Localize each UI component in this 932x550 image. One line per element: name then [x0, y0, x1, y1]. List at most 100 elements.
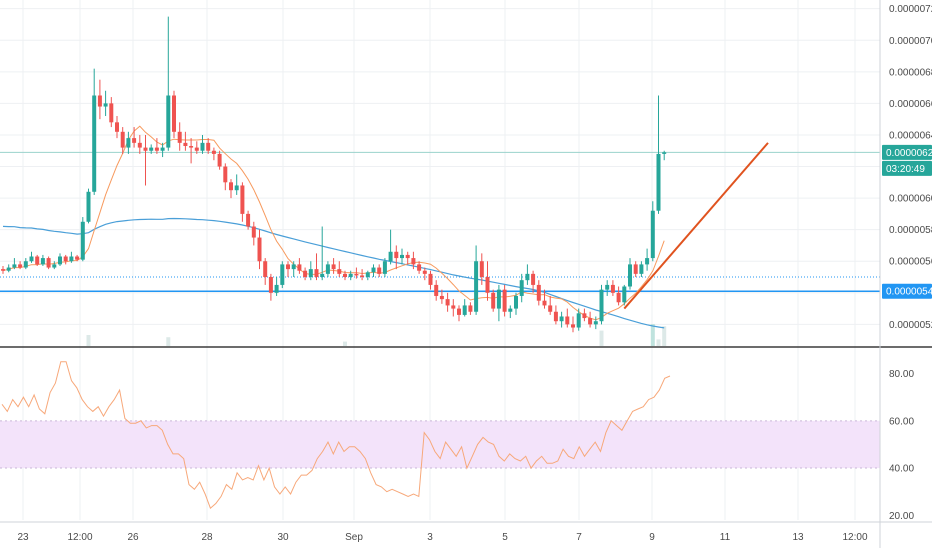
candle-body[interactable] [268, 277, 273, 293]
candle-body[interactable] [172, 95, 176, 132]
candle-body[interactable] [223, 166, 228, 183]
candle-body[interactable] [428, 273, 433, 285]
candle-body[interactable] [246, 213, 251, 227]
candle-body[interactable] [109, 103, 114, 123]
candle-body[interactable] [348, 273, 353, 278]
candle-body[interactable] [29, 256, 34, 262]
candle-body[interactable] [97, 95, 102, 107]
candle-body[interactable] [365, 272, 370, 278]
candle-body[interactable] [371, 267, 376, 273]
candle-body[interactable] [23, 261, 28, 268]
candle-body[interactable] [200, 142, 205, 151]
candle-body[interactable] [331, 264, 336, 270]
candle-body[interactable] [514, 295, 518, 309]
candle-body[interactable] [457, 308, 461, 315]
candle-body[interactable] [46, 258, 51, 268]
candle-body[interactable] [382, 261, 387, 274]
candle-body[interactable] [622, 286, 627, 303]
candle-body[interactable] [160, 147, 165, 151]
candle-body[interactable] [593, 321, 598, 325]
candle-body[interactable] [474, 261, 479, 312]
candle-body[interactable] [553, 311, 558, 322]
candle-body[interactable] [291, 264, 296, 270]
candle-body[interactable] [650, 210, 655, 259]
candle-body[interactable] [411, 258, 416, 265]
candle-body[interactable] [189, 146, 194, 148]
candle-body[interactable] [132, 138, 137, 143]
candle-body[interactable] [616, 292, 621, 303]
candle-body[interactable] [662, 152, 667, 154]
candle-body[interactable] [86, 191, 91, 222]
candle-body[interactable] [377, 267, 382, 274]
candle-body[interactable] [314, 269, 319, 278]
candle-body[interactable] [120, 131, 125, 148]
candle-body[interactable] [251, 226, 256, 238]
candle-body[interactable] [280, 264, 285, 285]
candle-body[interactable] [451, 305, 456, 309]
candle-body[interactable] [565, 316, 570, 325]
candle-body[interactable] [194, 147, 199, 151]
candle-body[interactable] [18, 264, 23, 268]
candle-body[interactable] [422, 270, 427, 274]
trend-line[interactable] [623, 142, 769, 310]
candle-body[interactable] [536, 284, 541, 301]
candle-body[interactable] [52, 264, 57, 268]
candle-body[interactable] [656, 153, 661, 211]
candle-body[interactable] [468, 305, 473, 312]
candle-body[interactable] [491, 292, 496, 309]
candle-body[interactable] [206, 142, 211, 151]
candle-body[interactable] [479, 261, 484, 278]
candle-body[interactable] [571, 324, 575, 328]
candle-body[interactable] [69, 256, 74, 262]
candle-body[interactable] [548, 305, 553, 312]
candle-body[interactable] [325, 264, 330, 274]
candle-body[interactable] [143, 147, 148, 151]
candle-body[interactable] [434, 284, 439, 296]
candle-body[interactable] [274, 284, 279, 293]
x-axis-ticks[interactable]: 23 12:00 26 28 30 Sep 3 5 7 9 11 13 12:00 [17, 532, 868, 543]
candle-body[interactable] [502, 289, 507, 312]
candle-body[interactable] [388, 251, 393, 262]
candle-body[interactable] [439, 295, 444, 300]
candle-body[interactable] [337, 269, 342, 274]
candle-body[interactable] [154, 147, 159, 151]
candle-body[interactable] [12, 264, 17, 268]
candle-body[interactable] [297, 264, 302, 271]
candle-body[interactable] [63, 256, 68, 262]
candle-body[interactable] [599, 289, 604, 322]
candle-body[interactable] [519, 280, 524, 296]
candle-body[interactable] [92, 95, 97, 192]
candle-body[interactable] [633, 264, 638, 274]
candle-body[interactable] [417, 264, 422, 271]
candle-body[interactable] [405, 254, 410, 259]
candle-body[interactable] [354, 273, 359, 276]
candle-body[interactable] [628, 264, 632, 287]
candle-body[interactable] [559, 316, 564, 322]
candle-body[interactable] [257, 237, 262, 262]
candle-body[interactable] [126, 138, 131, 148]
candle-body[interactable] [286, 264, 290, 270]
candle-body[interactable] [542, 300, 547, 306]
candle-body[interactable] [80, 221, 85, 260]
candle-body[interactable] [211, 150, 216, 154]
candle-body[interactable] [217, 153, 222, 167]
candle-body[interactable] [576, 313, 581, 328]
candle-body[interactable] [1, 269, 5, 271]
candle-body[interactable] [75, 256, 80, 260]
candle-body[interactable] [58, 256, 62, 265]
candle-body[interactable] [40, 258, 45, 265]
candle-body[interactable] [308, 269, 313, 278]
candle-body[interactable] [166, 95, 171, 148]
trend-line-group[interactable] [623, 142, 769, 310]
candle-body[interactable] [35, 256, 40, 265]
candle-body[interactable] [462, 305, 467, 315]
candle-body[interactable] [137, 142, 142, 148]
candle-body[interactable] [508, 308, 513, 312]
candle-body[interactable] [639, 264, 644, 274]
candle-body[interactable] [360, 275, 365, 278]
candle-body[interactable] [177, 131, 182, 143]
candle-body[interactable] [582, 313, 587, 319]
candle-body[interactable] [149, 147, 154, 151]
candle-body[interactable] [394, 251, 399, 259]
candle-body[interactable] [303, 270, 308, 278]
